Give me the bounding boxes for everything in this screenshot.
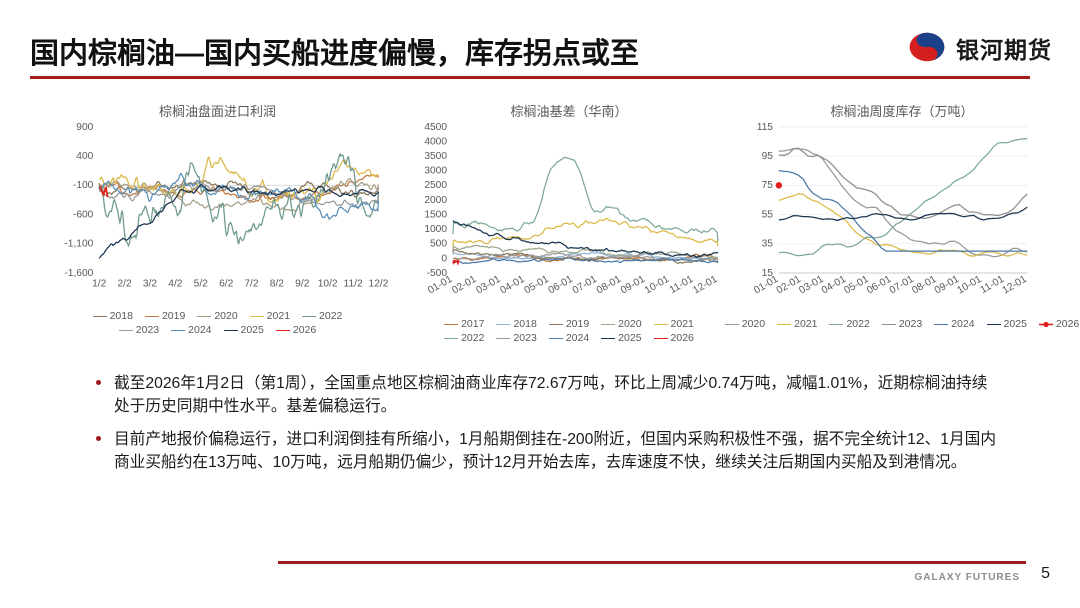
svg-text:35: 35 <box>762 239 774 250</box>
svg-text:12/2: 12/2 <box>369 278 389 289</box>
svg-text:03-01: 03-01 <box>474 274 502 297</box>
svg-text:08-01: 08-01 <box>595 274 623 297</box>
svg-text:1000: 1000 <box>424 224 447 235</box>
svg-text:3000: 3000 <box>424 166 447 177</box>
svg-text:500: 500 <box>430 239 447 250</box>
svg-text:4500: 4500 <box>424 122 447 133</box>
svg-text:0: 0 <box>441 253 447 264</box>
svg-text:4/2: 4/2 <box>168 278 183 289</box>
svg-text:1/2: 1/2 <box>92 278 107 289</box>
svg-text:900: 900 <box>76 122 93 133</box>
svg-text:11-01: 11-01 <box>668 274 696 296</box>
svg-text:07-01: 07-01 <box>571 274 599 297</box>
svg-text:02-01: 02-01 <box>450 274 478 297</box>
svg-text:4000: 4000 <box>424 136 447 147</box>
svg-text:-1,600: -1,600 <box>64 268 93 279</box>
svg-text:06-01: 06-01 <box>547 274 575 297</box>
svg-text:75: 75 <box>762 180 774 191</box>
svg-text:12-01: 12-01 <box>1001 274 1029 297</box>
svg-text:10-01: 10-01 <box>643 274 671 297</box>
svg-text:7/2: 7/2 <box>244 278 259 289</box>
svg-text:2500: 2500 <box>424 180 447 191</box>
svg-text:6/2: 6/2 <box>219 278 234 289</box>
svg-text:-1,100: -1,100 <box>64 239 93 250</box>
svg-text:05-01: 05-01 <box>523 274 551 297</box>
svg-text:10/2: 10/2 <box>318 278 338 289</box>
svg-text:09-01: 09-01 <box>619 274 647 297</box>
svg-text:3/2: 3/2 <box>143 278 158 289</box>
svg-text:12-01: 12-01 <box>691 274 719 297</box>
svg-text:8/2: 8/2 <box>270 278 285 289</box>
svg-text:-600: -600 <box>73 209 94 220</box>
svg-text:400: 400 <box>76 151 93 162</box>
svg-text:3500: 3500 <box>424 151 447 162</box>
svg-text:95: 95 <box>762 151 774 162</box>
svg-text:2000: 2000 <box>424 195 447 206</box>
svg-text:04-01: 04-01 <box>499 274 527 297</box>
svg-text:2/2: 2/2 <box>117 278 132 289</box>
svg-text:11/2: 11/2 <box>344 278 363 289</box>
svg-text:9/2: 9/2 <box>295 278 310 289</box>
svg-text:-100: -100 <box>73 180 94 191</box>
svg-text:115: 115 <box>757 122 774 133</box>
svg-text:55: 55 <box>762 209 774 220</box>
svg-text:1500: 1500 <box>424 209 447 220</box>
svg-text:5/2: 5/2 <box>194 278 209 289</box>
